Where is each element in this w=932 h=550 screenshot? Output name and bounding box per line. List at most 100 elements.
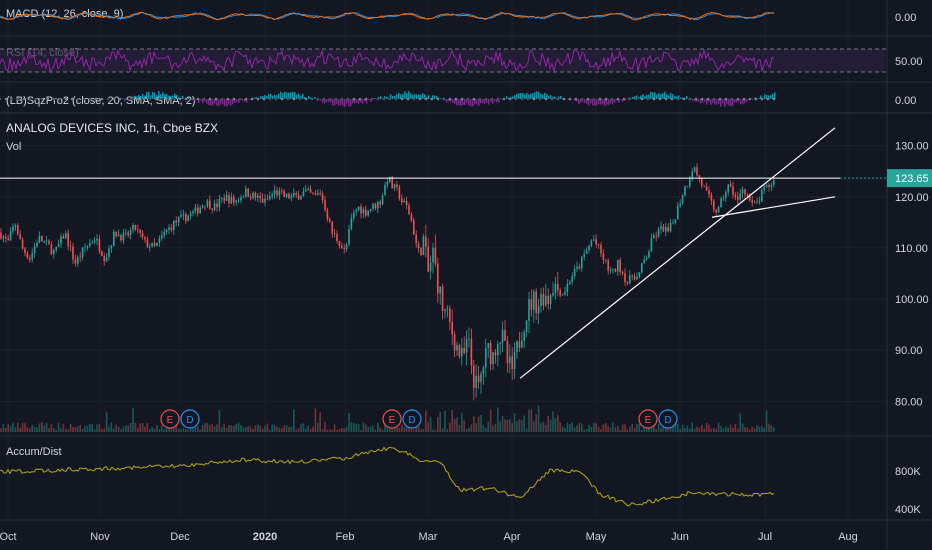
squeeze-bar [522,93,524,99]
volume-bar [403,427,405,432]
squeeze-bar [348,99,350,107]
candle-body [477,375,480,383]
dividend-marker[interactable]: D [402,409,422,429]
candle-body [341,245,343,248]
squeeze-dot [478,97,482,101]
squeeze-bar [744,99,746,104]
squeeze-bar [152,91,154,99]
squeeze-bar [292,91,294,99]
squeeze-bar [416,94,418,99]
last-price-badge[interactable]: 123.65 [887,169,932,188]
squeeze-bar [710,99,712,106]
squeeze-bar [340,99,342,106]
candle-body [314,193,317,195]
earnings-marker[interactable]: E [382,409,402,429]
candle-body [297,194,300,200]
squeeze-dot [604,97,608,101]
candle-body [355,210,357,213]
candle-body [444,309,446,312]
volume-bar [324,422,326,432]
rsi-pane[interactable]: RSI (14, close) [0,47,887,73]
volume-bar [732,427,734,432]
volume-bar [497,407,499,432]
price-pane[interactable]: ANALOG DEVICES INC, 1h, Cboe BZX Vol E D E… [0,121,887,432]
candle-body [252,192,254,199]
volume-bar [338,429,341,432]
earnings-marker[interactable]: E [160,409,180,429]
squeeze-dot [520,97,524,101]
volume-bar [739,413,741,432]
squeeze-dot [640,97,644,101]
squeeze-bar [146,92,148,99]
dividend-marker[interactable]: D [658,409,678,429]
volume-bar [650,425,653,432]
volume-bar [420,429,422,432]
candle-body [588,245,590,251]
volume-bar [98,424,101,432]
trendline[interactable] [519,127,836,379]
squeeze-bar [150,95,152,99]
squeeze-dot [196,97,200,101]
squeeze-bar [642,94,644,99]
candle-body [427,246,429,272]
candle-body [393,184,396,189]
marker-circle [160,409,180,429]
volume-bar [38,423,41,432]
time-axis[interactable]: Oct Nov Dec 2020 Feb Mar Apr May Jun Jul Aug [0,531,858,543]
candle-body [105,256,108,262]
squeeze-bar [484,99,486,105]
squeeze-dot [274,97,278,101]
squeeze-bar [708,99,710,103]
squeeze-dot [412,97,416,101]
squeeze-dot [292,97,296,101]
squeeze-bar [334,99,336,106]
dividend-marker[interactable]: D [180,409,200,429]
candle-body [662,226,665,232]
squeeze-dot [634,97,638,101]
volume-bar [53,428,55,432]
volume-bar [333,424,336,432]
squeeze-bar [304,96,306,99]
volume-bar [576,425,578,432]
candle-body [665,227,667,232]
marker-label: D [186,415,193,426]
candle-body [465,339,468,353]
squeeze-bar [188,96,190,99]
price-axis[interactable]: 0.00 50.00 0.00 130.00 120.00 110.00 100.00 90.… [887,12,932,516]
squeeze-dot [382,97,386,101]
marker-label: D [664,415,671,426]
candle-body [619,259,621,273]
volume-bar [141,423,144,432]
squeeze-dot [238,97,242,101]
time-axis-label: Jul [758,531,772,543]
price-axis-label: 130.00 [895,141,929,153]
trendline[interactable] [711,196,836,218]
price-axis-label: 100.00 [895,294,929,306]
candle-body [192,211,194,214]
accum-dist-pane[interactable]: Accum/Dist [0,446,775,507]
volume-bar [530,409,533,432]
squeeze-bar [506,96,508,99]
squeeze-bar [702,99,704,103]
candle-body [571,276,573,283]
squeeze-pane[interactable]: (LB)SqzPro2 (close, 20, SMA, SMA, 2) [0,91,776,107]
squeeze-dot [328,97,332,101]
volume-bar [501,416,504,432]
candle-body [643,259,645,264]
volume-bar [96,424,98,432]
volume-bar [206,422,209,432]
volume-bar [571,422,573,432]
candle-body [468,338,470,340]
earnings-marker[interactable]: E [638,409,658,429]
squeeze-dot [118,97,122,101]
macd-pane[interactable]: MACD (12, 26, close, 9) [0,8,775,21]
volume-bar [312,426,314,432]
candle-body [103,255,105,262]
squeeze-bar [262,96,264,99]
candle-body [497,343,499,356]
candle-body [218,199,221,208]
volume-bar [523,415,525,432]
volume-bar [417,427,420,432]
squeeze-bar [752,99,754,101]
